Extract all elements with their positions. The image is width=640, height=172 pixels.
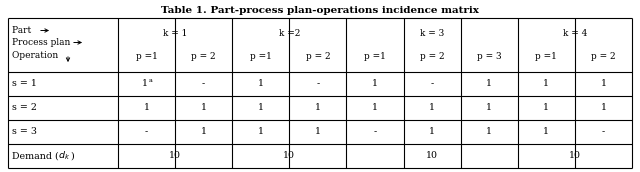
- Text: p =1: p =1: [364, 52, 386, 61]
- Text: 1: 1: [486, 79, 492, 89]
- Text: Table 1. Part-process plan-operations incidence matrix: Table 1. Part-process plan-operations in…: [161, 6, 479, 15]
- Text: Part: Part: [12, 26, 37, 35]
- Text: 1: 1: [486, 104, 492, 112]
- Text: $d_k$: $d_k$: [58, 150, 70, 162]
- Text: ): ): [70, 152, 74, 160]
- Text: s = 1: s = 1: [12, 79, 37, 89]
- Text: 1: 1: [429, 104, 435, 112]
- Text: 1: 1: [258, 79, 264, 89]
- Text: 1: 1: [543, 127, 549, 137]
- Text: 1: 1: [201, 104, 207, 112]
- Text: -: -: [202, 79, 205, 89]
- Text: 1: 1: [141, 79, 148, 89]
- Text: p = 2: p = 2: [191, 52, 216, 61]
- Text: 1: 1: [429, 127, 435, 137]
- Text: Process plan: Process plan: [12, 38, 76, 47]
- Text: a: a: [148, 78, 152, 83]
- Text: p = 2: p = 2: [591, 52, 616, 61]
- Text: -: -: [602, 127, 605, 137]
- Text: -: -: [431, 79, 434, 89]
- Text: 1: 1: [258, 104, 264, 112]
- Text: p =1: p =1: [136, 52, 157, 61]
- Text: Operation: Operation: [12, 51, 64, 60]
- Text: 10: 10: [169, 152, 181, 160]
- Text: 1: 1: [600, 79, 607, 89]
- Text: 1: 1: [486, 127, 492, 137]
- Text: p = 2: p = 2: [420, 52, 444, 61]
- Text: 1: 1: [372, 104, 378, 112]
- Text: 10: 10: [569, 152, 581, 160]
- Text: 1: 1: [543, 104, 549, 112]
- Text: s = 2: s = 2: [12, 104, 37, 112]
- Text: p =1: p =1: [536, 52, 557, 61]
- Text: 1: 1: [315, 127, 321, 137]
- Text: Demand (: Demand (: [12, 152, 59, 160]
- Text: 10: 10: [426, 152, 438, 160]
- Text: p =1: p =1: [250, 52, 272, 61]
- Text: 1: 1: [600, 104, 607, 112]
- Text: p = 2: p = 2: [305, 52, 330, 61]
- Text: -: -: [373, 127, 376, 137]
- Text: k =2: k =2: [278, 29, 300, 38]
- Text: k = 4: k = 4: [563, 29, 587, 38]
- Text: 1: 1: [315, 104, 321, 112]
- Text: 10: 10: [284, 152, 295, 160]
- Text: 1: 1: [201, 127, 207, 137]
- Text: k = 1: k = 1: [163, 29, 188, 38]
- Text: 1: 1: [372, 79, 378, 89]
- Text: 1: 1: [143, 104, 150, 112]
- Text: k = 3: k = 3: [420, 29, 444, 38]
- Text: 1: 1: [543, 79, 549, 89]
- Text: -: -: [145, 127, 148, 137]
- Text: s = 3: s = 3: [12, 127, 37, 137]
- Text: p = 3: p = 3: [477, 52, 502, 61]
- Text: 1: 1: [258, 127, 264, 137]
- Text: -: -: [316, 79, 319, 89]
